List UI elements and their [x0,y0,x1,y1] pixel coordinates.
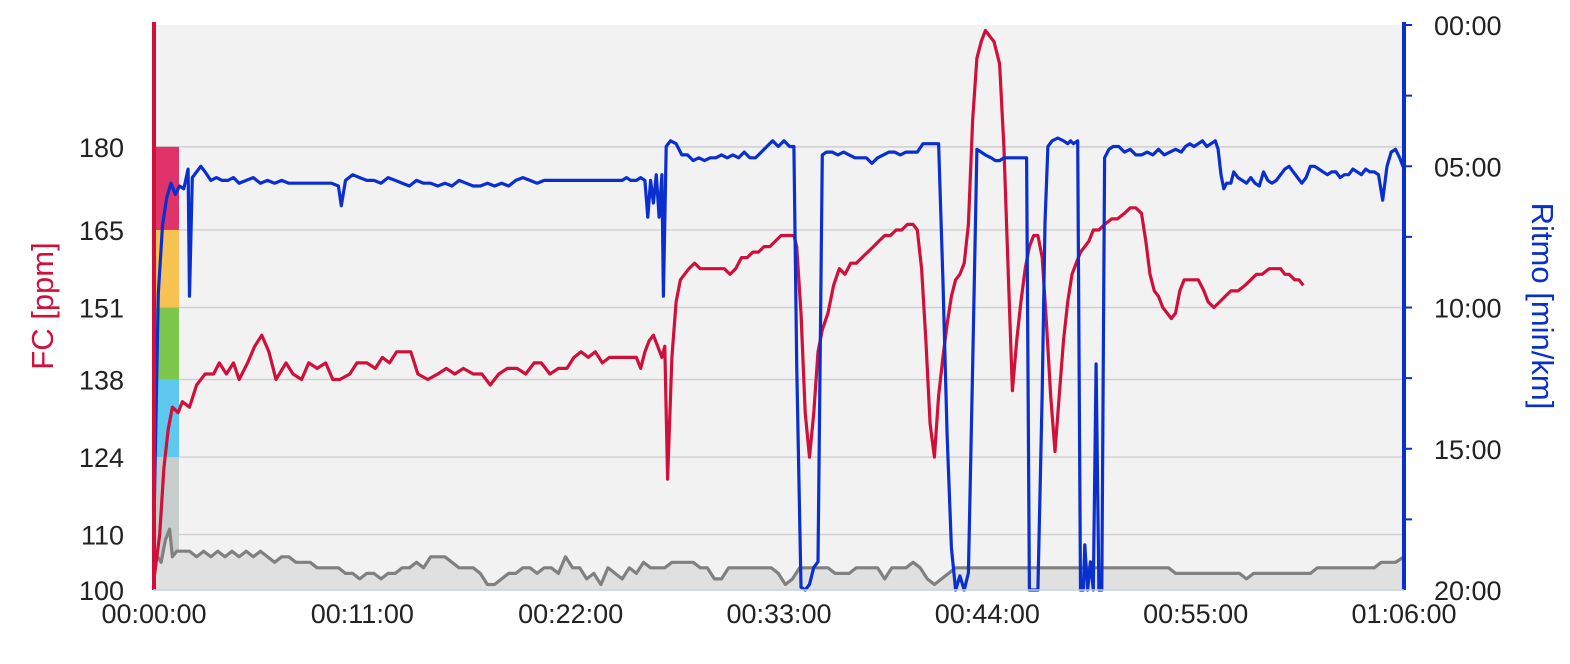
zone-segment [155,146,179,230]
x-tick-label: 01:06:00 [1351,599,1456,629]
left-tick-label: 165 [79,216,124,246]
heart-rate-line [152,28,1305,580]
x-axis-ticks: 00:00:00 00:11:00 00:22:00 00:33:00 00:44:00… [101,599,1456,629]
right-tick-label: 10:00 [1434,294,1502,324]
pace-line [152,136,1406,592]
pace-series [152,136,1406,592]
right-tick-label: 00:00 [1434,11,1502,41]
right-tick-label: 20:00 [1434,576,1502,606]
right-tick-label: 15:00 [1434,435,1502,465]
x-tick-label: 00:00:00 [101,599,206,629]
right-axis-title: Ritmo [min/km] [1525,203,1560,410]
right-axis-ticks: 00:00 05:00 10:00 15:00 20:00 [1404,11,1502,606]
left-tick-label: 138 [79,366,124,396]
left-axis-title: FC [ppm] [25,242,60,369]
x-tick-label: 00:44:00 [935,599,1040,629]
left-axis-ticks: 100 110 124 138 151 165 180 [79,133,124,606]
left-tick-label: 151 [79,294,124,324]
elevation-line [152,527,1405,587]
heart-rate-zone-bar [155,146,179,590]
x-tick-label: 00:55:00 [1143,599,1248,629]
x-tick-label: 00:22:00 [518,599,623,629]
x-tick-label: 00:33:00 [726,599,831,629]
left-tick-label: 100 [79,576,124,606]
left-tick-label: 110 [81,521,124,551]
left-tick-label: 180 [79,133,124,163]
x-tick-label: 00:11:00 [311,599,414,629]
left-tick-label: 124 [79,443,124,473]
heart-rate-series [152,28,1305,580]
right-tick-label: 05:00 [1434,152,1502,182]
